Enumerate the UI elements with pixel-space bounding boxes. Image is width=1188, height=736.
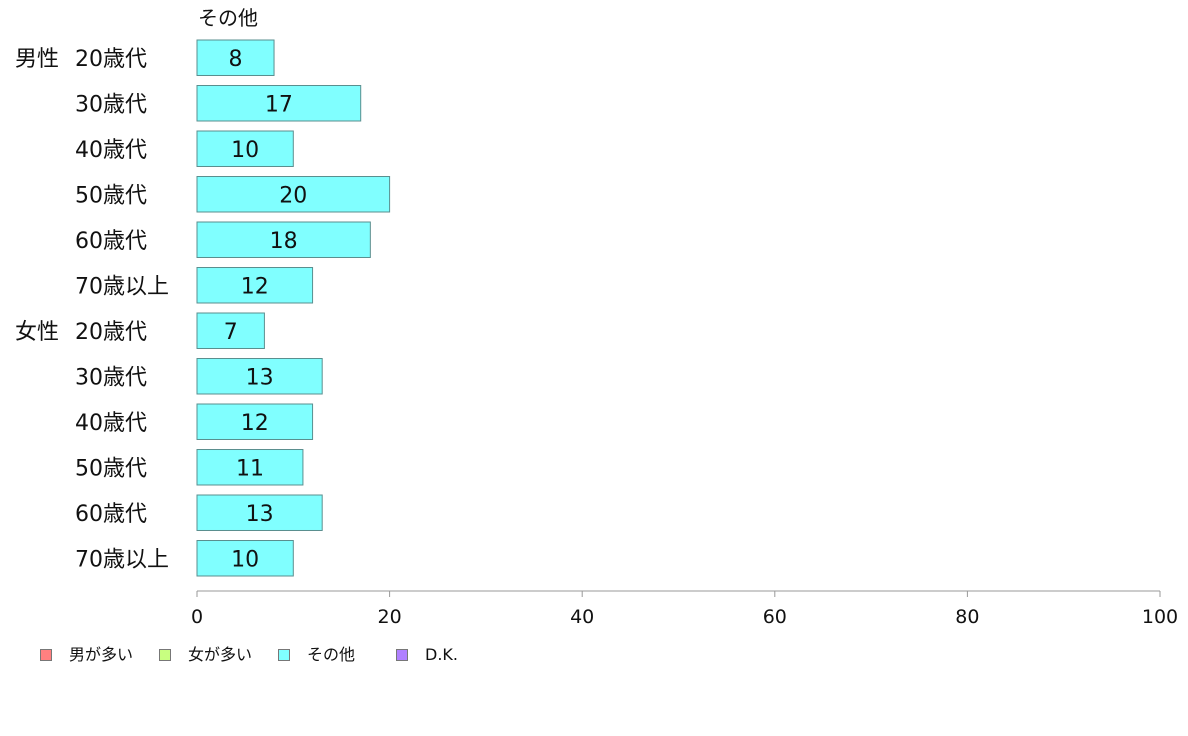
group-label: 男性 [15,47,59,72]
x-tick-label: 60 [763,606,787,628]
bar-value-label: 7 [224,320,238,345]
x-tick-label: 100 [1142,606,1178,628]
bar [196,176,391,213]
group-label: 女性 [15,320,59,345]
bar-value-label: 12 [241,411,269,436]
bar-value-label: 18 [270,229,298,254]
x-axis: 0 20 40 60 80 100 [191,590,1178,628]
category-label: 60歳代 [75,229,147,254]
x-tick-label: 80 [955,606,979,628]
legend-swatch [40,649,52,661]
legend-label: 男が多い [69,645,134,664]
category-label: 30歳代 [75,365,147,390]
category-label: 70歳以上 [75,547,169,572]
bar [196,221,371,258]
bar-value-label: 11 [236,456,264,481]
category-label: 50歳代 [75,456,147,481]
x-tick-label: 40 [570,606,594,628]
bar-value-label: 13 [246,502,274,527]
category-label: 70歳以上 [75,274,169,299]
bar [196,267,314,304]
legend-label: D.K. [425,645,458,664]
bar-value-label: 12 [241,274,269,299]
bar-value-label: 8 [229,47,243,72]
bar [196,540,294,577]
bar [196,403,314,440]
category-label: 30歳代 [75,92,147,117]
x-tick-label: 20 [378,606,402,628]
category-label: 60歳代 [75,502,147,527]
legend-label: その他 [307,645,356,664]
bar [196,449,304,486]
series-header: その他 [198,6,258,30]
bar [196,39,275,76]
bar-value-label: 10 [231,547,259,572]
bar-value-label: 10 [231,138,259,163]
bar [196,494,323,531]
bar [196,358,323,395]
category-label: 40歳代 [75,138,147,163]
legend-swatch [278,649,290,661]
category-label: 40歳代 [75,411,147,436]
legend-swatch [159,649,171,661]
legend-label: 女が多い [188,645,253,664]
legend-swatch [396,649,408,661]
category-label: 50歳代 [75,183,147,208]
bar-value-label: 20 [279,183,307,208]
bar [196,312,265,349]
bar [196,85,362,122]
bar-value-label: 17 [265,92,293,117]
bar-value-label: 13 [246,365,274,390]
category-label: 20歳代 [75,320,147,345]
bar [196,130,294,167]
x-tick-label: 0 [191,606,203,628]
category-label: 20歳代 [75,47,147,72]
